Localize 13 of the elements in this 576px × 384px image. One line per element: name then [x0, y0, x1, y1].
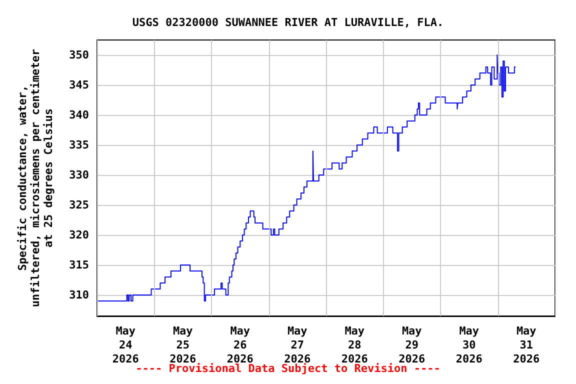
x-tick-label: May 31 2026 [513, 324, 540, 366]
y-tick-label: 325 [69, 198, 89, 212]
y-tick-label: 350 [69, 48, 89, 62]
y-axis-title: Specific conductance, water, unfiltered, microsiemens per centimeter at 25 degrees Celsius [16, 48, 55, 308]
y-tick-label: 335 [69, 138, 89, 152]
y-tick-label: 315 [69, 258, 89, 272]
y-tick-label: 340 [69, 108, 89, 122]
y-tick-label: 330 [69, 168, 89, 182]
y-tick-label: 310 [69, 288, 89, 302]
y-tick-label: 345 [69, 78, 89, 92]
chart-title: USGS 02320000 SUWANNEE RIVER AT LURAVILLE, FLA. [132, 16, 444, 29]
y-tick-label: 320 [69, 228, 89, 242]
x-tick-label: May 30 2026 [456, 324, 483, 366]
